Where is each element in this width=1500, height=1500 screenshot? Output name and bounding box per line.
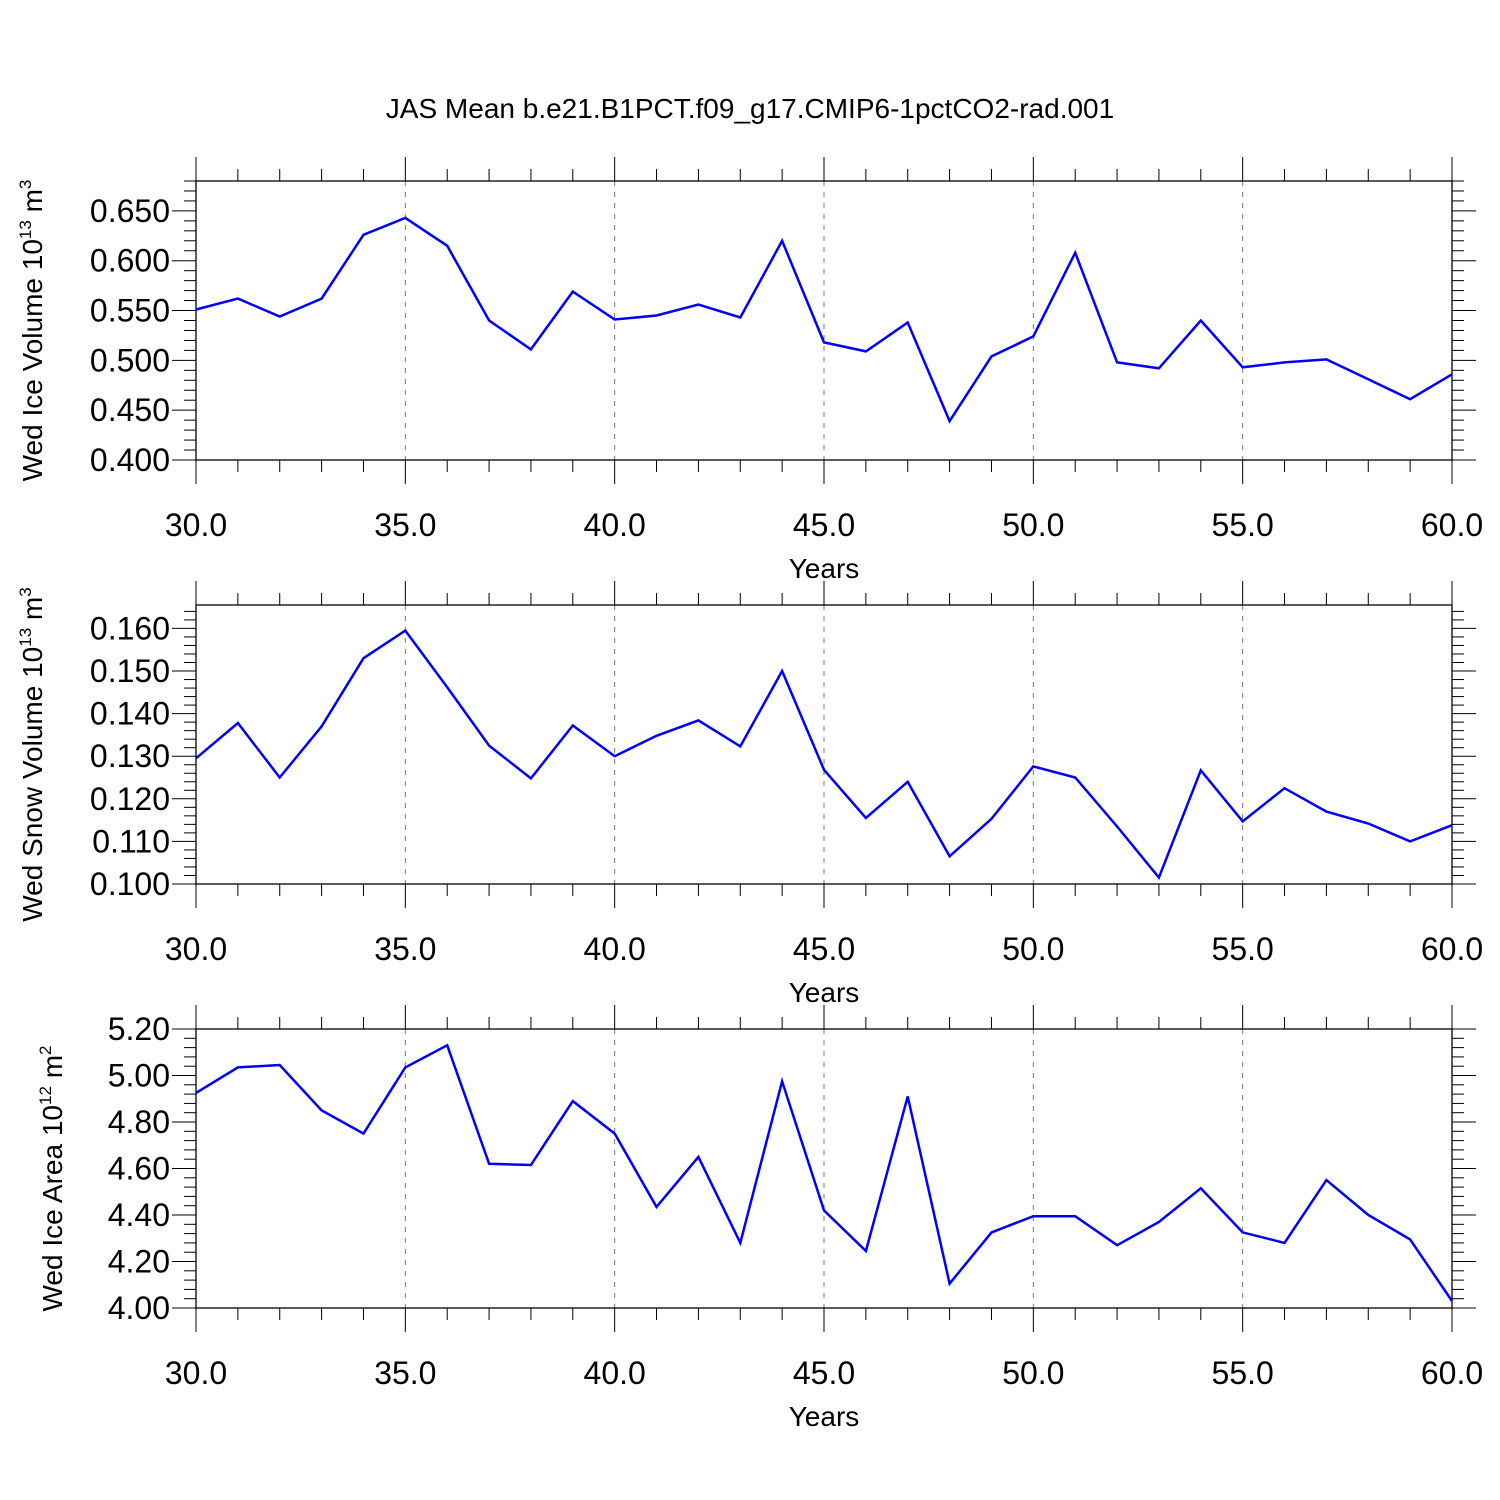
x-tick-label: 35.0 <box>374 931 436 967</box>
series-line <box>195 628 1453 881</box>
x-tick-label: 60.0 <box>1421 1355 1483 1391</box>
y-tick-label: 0.550 <box>90 293 170 329</box>
x-tick-label: 60.0 <box>1421 507 1483 543</box>
x-tick-label: 45.0 <box>793 931 855 967</box>
x-tick-label: 40.0 <box>584 1355 646 1391</box>
y-axis-label: Wed Ice Volume 1013 m3 <box>16 180 48 482</box>
x-tick-label: 30.0 <box>165 1355 227 1391</box>
x-tick-label: 60.0 <box>1421 931 1483 967</box>
y-tick-label: 0.400 <box>90 442 170 478</box>
y-tick-label: 4.40 <box>108 1197 170 1233</box>
y-tick-label: 0.130 <box>90 738 170 774</box>
x-axis-label: Years <box>789 553 860 584</box>
x-tick-label: 45.0 <box>793 507 855 543</box>
chart-panel-1: 30.0 35.0 40.0 45.0 50.0 55.0 60.0 Years 0.400 0.… <box>16 157 1483 584</box>
y-tick-label: 0.600 <box>90 243 170 279</box>
x-axis-label: Years <box>789 1401 860 1432</box>
series-line <box>195 216 1453 424</box>
x-tick-label: 40.0 <box>584 507 646 543</box>
y-tick-label: 4.00 <box>108 1290 170 1326</box>
y-axis-label: Wed Snow Volume 1013 m3 <box>16 587 48 921</box>
y-tick-label: 0.650 <box>90 193 170 229</box>
x-tick-label: 35.0 <box>374 507 436 543</box>
plot-frame <box>195 1028 1453 1309</box>
x-tick-label: 45.0 <box>793 1355 855 1391</box>
chart-panels: 30.0 35.0 40.0 45.0 50.0 55.0 60.0 Years 0.400 0.… <box>16 157 1483 1432</box>
x-tick-label: 55.0 <box>1212 507 1274 543</box>
y-tick-label: 4.20 <box>108 1244 170 1280</box>
y-tick-label: 0.500 <box>90 342 170 378</box>
y-tick-label: 0.110 <box>92 823 170 859</box>
chart-panel-2: 30.0 35.0 40.0 45.0 50.0 55.0 60.0 Years 0.100 0.… <box>16 581 1483 1008</box>
x-tick-label: 35.0 <box>374 1355 436 1391</box>
y-tick-label: 0.160 <box>90 610 170 646</box>
plot-frame <box>195 604 1453 885</box>
chart-title: JAS Mean b.e21.B1PCT.f09_g17.CMIP6-1pctC… <box>386 93 1114 124</box>
y-tick-label: 4.60 <box>108 1151 170 1187</box>
y-tick-label: 0.100 <box>90 866 170 902</box>
y-tick-label: 5.00 <box>108 1058 170 1094</box>
y-tick-label: 5.20 <box>108 1011 170 1047</box>
x-tick-label: 50.0 <box>1002 1355 1064 1391</box>
x-tick-label: 30.0 <box>165 931 227 967</box>
y-tick-label: 0.140 <box>90 696 170 732</box>
x-axis-label: Years <box>789 977 860 1008</box>
y-tick-label: 0.120 <box>90 781 170 817</box>
y-tick-label: 0.450 <box>90 392 170 428</box>
x-tick-label: 50.0 <box>1002 931 1064 967</box>
plot-frame <box>195 180 1453 461</box>
x-tick-label: 55.0 <box>1212 1355 1274 1391</box>
y-tick-label: 0.150 <box>90 653 170 689</box>
x-tick-label: 30.0 <box>165 507 227 543</box>
chart-panel-3: 30.0 35.0 40.0 45.0 50.0 55.0 60.0 Years 4.00 4.2… <box>36 1005 1483 1432</box>
x-tick-label: 55.0 <box>1212 931 1274 967</box>
y-axis-label: Wed Ice Area 1012 m2 <box>36 1046 68 1312</box>
series-line <box>195 1043 1454 1302</box>
x-tick-label: 40.0 <box>584 931 646 967</box>
y-tick-label: 4.80 <box>108 1104 170 1140</box>
x-tick-label: 50.0 <box>1002 507 1064 543</box>
